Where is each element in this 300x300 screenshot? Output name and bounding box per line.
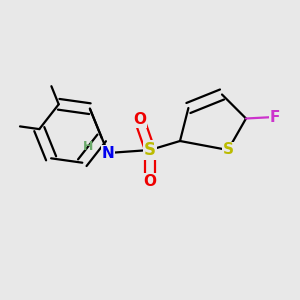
Text: H: H [83, 140, 94, 153]
Text: F: F [269, 110, 280, 124]
Text: O: O [133, 112, 146, 128]
Text: S: S [223, 142, 233, 158]
Text: S: S [144, 141, 156, 159]
Text: O: O [143, 174, 157, 189]
Text: N: N [102, 146, 114, 160]
